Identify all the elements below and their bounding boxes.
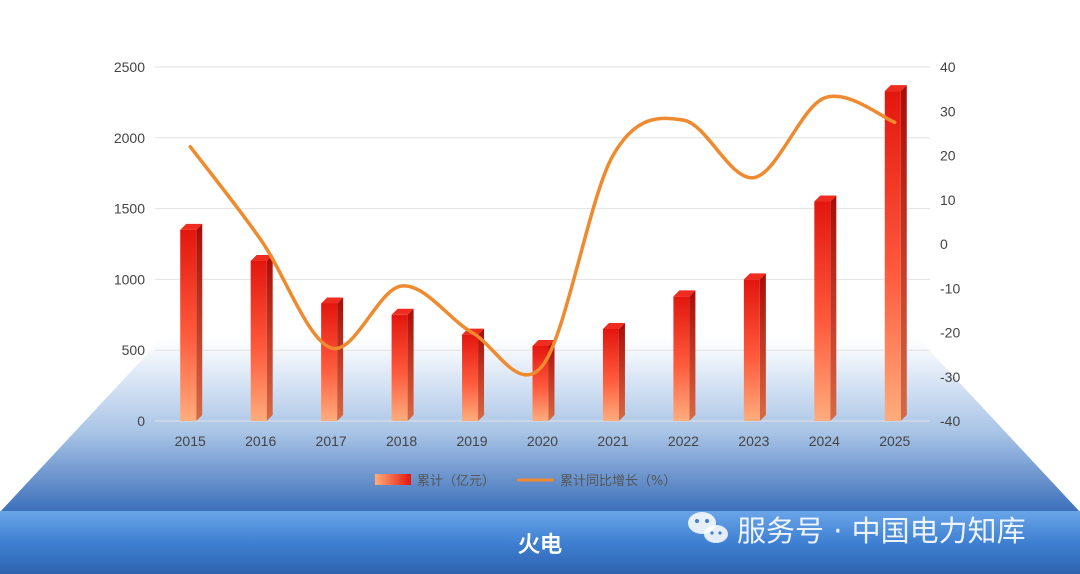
bar-front <box>743 279 760 421</box>
bar-series <box>180 85 907 422</box>
bar-side <box>407 308 414 421</box>
y-left-tick-label: 2000 <box>114 130 145 146</box>
y-right-tick-label: 30 <box>940 103 956 119</box>
bar-front <box>462 334 479 421</box>
bar-front <box>602 328 619 421</box>
y-left-tick-label: 1500 <box>114 201 145 217</box>
x-tick-label: 2021 <box>597 433 628 449</box>
y-right-tick-label: 10 <box>940 192 956 208</box>
x-tick-label: 2024 <box>809 433 840 449</box>
bar <box>250 254 273 421</box>
bar-top <box>321 297 344 304</box>
y-left-tick-label: 1000 <box>114 271 145 287</box>
y-left-tick-label: 0 <box>137 413 145 429</box>
bar-front <box>814 201 831 421</box>
legend-bar-swatch <box>375 474 411 485</box>
bar-top <box>814 195 837 202</box>
bar-front <box>321 303 338 421</box>
y-right-tick-label: -40 <box>940 413 960 429</box>
bar-side <box>337 297 344 421</box>
bar-top <box>250 254 273 261</box>
watermark-text: 服务号 · 中国电力知库 <box>737 514 1026 548</box>
x-tick-label: 2025 <box>879 433 910 449</box>
x-tick-label: 2020 <box>527 433 558 449</box>
bar-front <box>391 314 408 421</box>
bar-side <box>689 290 696 421</box>
bar-side <box>478 328 485 421</box>
y-right-tick-label: 0 <box>940 236 948 252</box>
y-right-tick-label: -30 <box>940 369 960 385</box>
bar <box>673 290 696 421</box>
x-tick-label: 2023 <box>738 433 769 449</box>
footer-title: 火电 <box>518 533 562 558</box>
bar-top <box>391 308 414 315</box>
y-left-tick-label: 500 <box>122 342 146 358</box>
bar-front <box>250 260 267 421</box>
bar-side <box>759 273 766 421</box>
bar-front <box>673 296 690 421</box>
bar <box>462 328 485 421</box>
bar <box>180 223 203 421</box>
bar-top <box>884 85 907 92</box>
bar-side <box>830 195 837 421</box>
y-right-tick-label: -10 <box>940 280 960 296</box>
bar-top <box>743 273 766 280</box>
axis-labels: 0 500 1000 1500 2000 2500 -40 -30 -20 -10 0 10 20 30 4… <box>114 59 961 449</box>
y-right-tick-label: -20 <box>940 325 960 341</box>
x-tick-label: 2018 <box>386 433 417 449</box>
bar-front <box>884 91 901 422</box>
bar-top <box>602 322 625 329</box>
bar-side <box>548 339 555 421</box>
bar-side <box>618 322 625 421</box>
bar <box>321 297 344 421</box>
growth-line <box>188 94 897 377</box>
bar-side <box>266 254 273 421</box>
bar-top <box>673 290 696 297</box>
bar <box>814 195 837 421</box>
legend-line-label: 累计同比增长（%） <box>560 474 676 489</box>
bar-top <box>532 339 555 346</box>
bar-side <box>900 85 907 422</box>
bar <box>884 85 907 422</box>
bar <box>743 273 766 421</box>
x-tick-label: 2022 <box>668 433 699 449</box>
bar-side <box>196 223 203 421</box>
bar-top <box>180 223 203 230</box>
y-right-tick-label: 20 <box>940 148 956 164</box>
legend: 累计（亿元） 累计同比增长（%） <box>375 474 676 489</box>
y-left-tick-label: 2500 <box>114 59 145 75</box>
x-tick-label: 2019 <box>456 433 487 449</box>
x-tick-label: 2016 <box>245 433 276 449</box>
x-tick-label: 2017 <box>316 433 347 449</box>
bar-front <box>180 229 197 421</box>
legend-bar-label: 累计（亿元） <box>417 474 495 489</box>
wechat-icon <box>688 512 728 543</box>
y-right-tick-label: 40 <box>940 59 956 75</box>
bar <box>391 308 414 421</box>
footer-banner <box>0 511 1080 574</box>
x-tick-label: 2015 <box>175 433 206 449</box>
bar <box>602 322 625 421</box>
line-series <box>188 94 897 377</box>
